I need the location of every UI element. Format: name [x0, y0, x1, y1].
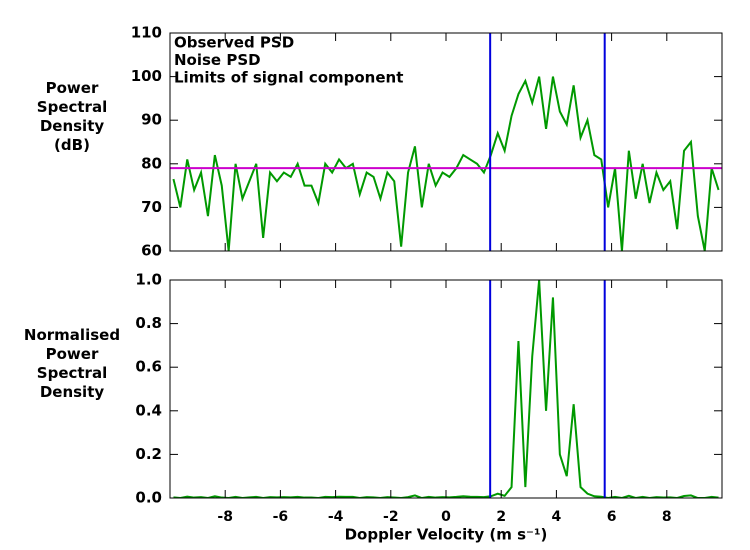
series-line	[172, 76, 720, 251]
series-line	[173, 280, 719, 498]
x-tick-label: 0	[441, 509, 451, 525]
y-axis-label: Density	[40, 117, 105, 135]
y-axis-label: (dB)	[54, 136, 90, 154]
legend-entry: Noise PSD	[174, 51, 261, 69]
x-tick-label: 4	[552, 509, 562, 525]
plot-frame	[169, 279, 723, 499]
y-axis-label: Normalised	[24, 326, 120, 344]
x-tick-label: -2	[383, 509, 399, 525]
y-tick-label: 0.4	[135, 401, 162, 419]
y-tick-label: 0.8	[135, 314, 162, 332]
x-tick-label: 8	[662, 509, 672, 525]
y-axis-label: Spectral	[37, 364, 107, 382]
y-tick-label: 0.2	[135, 445, 162, 463]
x-axis-label: Doppler Velocity (m s⁻¹)	[345, 526, 548, 544]
x-tick-label: -4	[328, 509, 344, 525]
y-axis-label: Density	[40, 383, 105, 401]
legend-entry: Observed PSD	[174, 34, 294, 52]
x-tick-label: 2	[496, 509, 506, 525]
plot-area	[170, 33, 722, 251]
x-tick-label: -8	[217, 509, 233, 525]
x-tick-label: 6	[607, 509, 617, 525]
y-axis-label: Spectral	[37, 98, 107, 116]
legend-entry: Limits of signal component	[174, 69, 403, 87]
y-tick-label: 1.0	[135, 271, 162, 289]
y-tick-label: 0.6	[135, 358, 162, 376]
y-axis-label: Power	[46, 345, 99, 363]
plot-area	[173, 280, 719, 498]
y-tick-label: 60	[141, 242, 162, 260]
y-tick-label: 90	[141, 111, 162, 129]
y-tick-label: 70	[141, 198, 162, 216]
plot-frame	[169, 32, 723, 252]
x-tick-label: -6	[273, 509, 289, 525]
y-axis-label: Power	[46, 79, 99, 97]
y-tick-label: 100	[131, 67, 162, 85]
y-tick-label: 80	[141, 154, 162, 172]
y-tick-label: 110	[131, 24, 162, 42]
y-tick-label: 0.0	[135, 489, 162, 507]
